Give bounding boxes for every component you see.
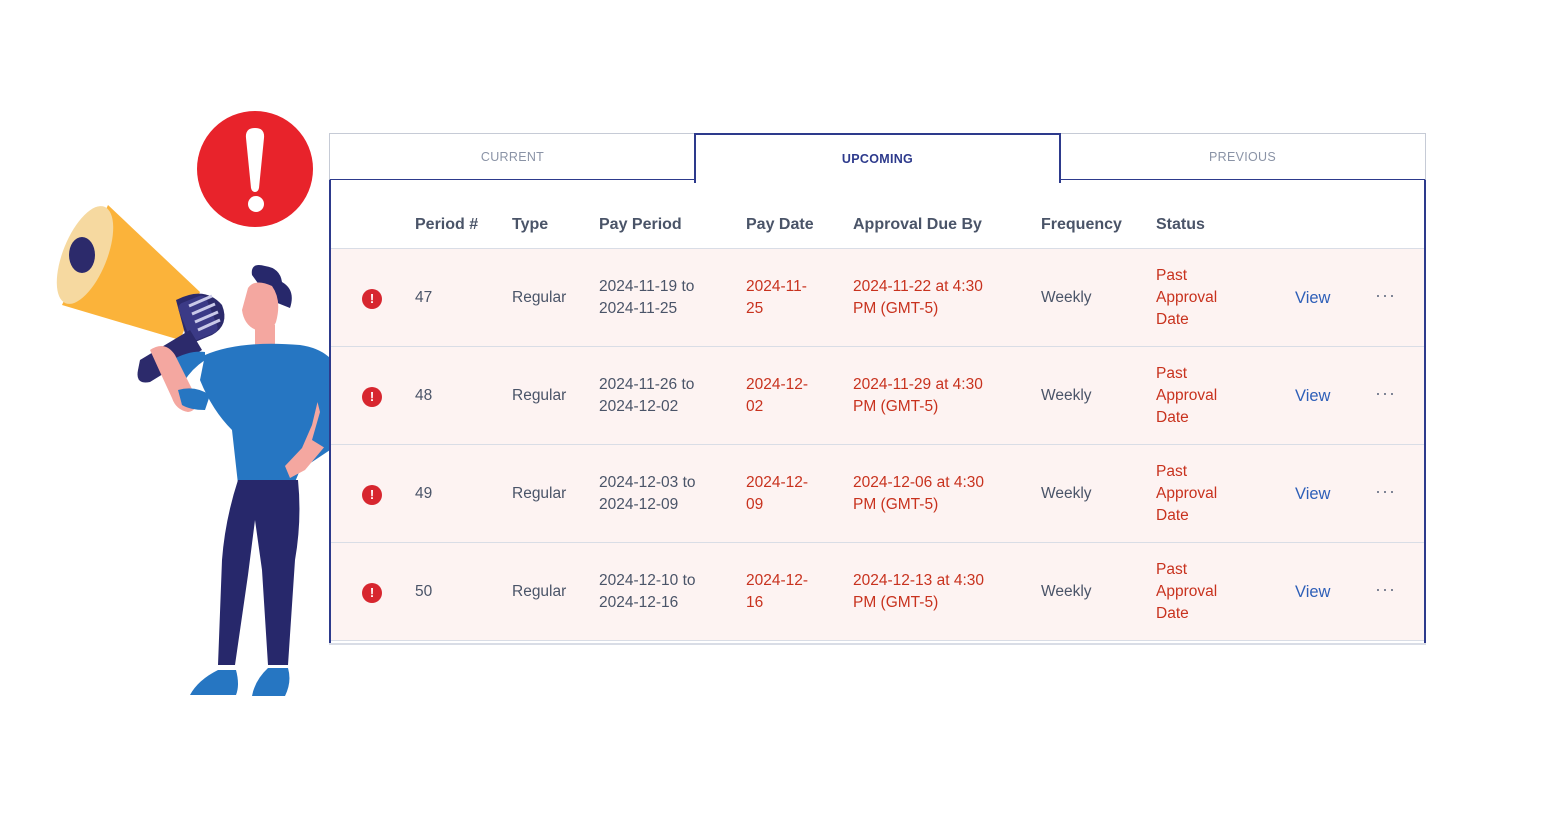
approval-line2: PM (GMT-5) [853,398,939,415]
frequency: Weekly [1041,289,1092,306]
pay-period-end: 2024-11-25 [599,300,678,317]
pay-type: Regular [512,387,567,404]
approval-due-by: 2024-12-13 at 4:30 PM (GMT-5) [853,570,984,614]
pay-period-start: 2024-12-03 to [599,474,696,491]
pay-date: 2024-12- 09 [746,472,808,516]
approval-line1: 2024-11-29 at 4:30 [853,376,983,393]
status-line3: Date [1156,507,1189,524]
approval-due-by: 2024-12-06 at 4:30 PM (GMT-5) [853,472,984,516]
status-line3: Date [1156,311,1189,328]
pay-period-start: 2024-11-26 to [599,376,695,393]
frequency: Weekly [1041,583,1092,600]
alert-icon: ! [362,387,382,407]
megaphone-icon [56,205,225,383]
status-line2: Approval [1156,289,1218,306]
status-line2: Approval [1156,387,1218,404]
pay-date-line2: 02 [746,398,764,415]
header-pay-period[interactable]: Pay Period [599,216,682,233]
frequency: Weekly [1041,485,1092,502]
pay-period-start: 2024-12-10 to [599,572,696,589]
header-frequency[interactable]: Frequency [1041,216,1122,233]
view-link[interactable]: View [1295,485,1331,503]
pay-date-line1: 2024-12- [746,376,809,393]
pay-period-range: 2024-12-03 to 2024-12-09 [599,472,696,516]
more-options-icon[interactable]: ··· [1375,383,1396,403]
pay-type: Regular [512,583,567,600]
period-number: 50 [415,583,433,600]
approval-line1: 2024-12-06 at 4:30 [853,474,984,491]
status-line1: Past [1156,365,1188,382]
pay-period-range: 2024-11-19 to 2024-11-25 [599,276,694,320]
header-status[interactable]: Status [1156,216,1205,233]
status-line1: Past [1156,267,1188,284]
period-number: 47 [415,289,433,306]
pay-date-line1: 2024-12- [746,572,809,589]
period-tabs: CURRENT UPCOMING PREVIOUS [329,133,1426,183]
table-row: ! 47 Regular 2024-11-19 to 2024-11-25 20… [331,249,1424,347]
pay-period-end: 2024-12-16 [599,594,679,611]
status-line1: Past [1156,463,1188,480]
alert-icon: ! [362,289,382,309]
status-text: Past Approval Date [1156,265,1217,331]
approval-due-by: 2024-11-29 at 4:30 PM (GMT-5) [853,374,983,418]
header-pay-date[interactable]: Pay Date [746,216,814,233]
pay-period-range: 2024-11-26 to 2024-12-02 [599,374,694,418]
tab-current[interactable]: CURRENT [329,133,695,181]
pay-type: Regular [512,289,567,306]
status-text: Past Approval Date [1156,559,1217,625]
pay-date-line2: 25 [746,300,764,317]
frequency: Weekly [1041,387,1092,404]
period-number: 49 [415,485,433,502]
tab-previous[interactable]: PREVIOUS [1060,133,1426,181]
header-approval-due[interactable]: Approval Due By [853,216,982,233]
pay-date: 2024-12- 02 [746,374,808,418]
status-line3: Date [1156,605,1189,622]
period-number: 48 [415,387,433,404]
approval-line2: PM (GMT-5) [853,496,939,513]
megaphone-person-illustration [56,111,344,696]
more-options-icon[interactable]: ··· [1375,481,1396,501]
approval-due-by: 2024-11-22 at 4:30 PM (GMT-5) [853,276,983,320]
pay-period-end: 2024-12-09 [599,496,679,513]
pay-date-line2: 09 [746,496,764,513]
pay-type: Regular [512,485,567,502]
status-text: Past Approval Date [1156,363,1217,429]
more-options-icon[interactable]: ··· [1375,579,1396,599]
approval-line2: PM (GMT-5) [853,300,939,317]
tab-upcoming[interactable]: UPCOMING [694,133,1061,183]
exclamation-icon [197,111,313,227]
view-link[interactable]: View [1295,289,1331,307]
pay-date-line2: 16 [746,594,764,611]
approval-line1: 2024-11-22 at 4:30 [853,278,983,295]
table-row: ! 50 Regular 2024-12-10 to 2024-12-16 20… [331,543,1424,641]
status-line1: Past [1156,561,1188,578]
status-text: Past Approval Date [1156,461,1217,527]
pay-date: 2024-11- 25 [746,276,807,320]
alert-icon: ! [362,485,382,505]
pay-period-range: 2024-12-10 to 2024-12-16 [599,570,696,614]
pay-periods-table: Period # Type Pay Period Pay Date Approv… [329,180,1426,644]
header-type[interactable]: Type [512,216,549,233]
view-link[interactable]: View [1295,583,1331,601]
table-row: ! 48 Regular 2024-11-26 to 2024-12-02 20… [331,347,1424,445]
approval-line1: 2024-12-13 at 4:30 [853,572,984,589]
header-period[interactable]: Period # [415,216,479,233]
approval-line2: PM (GMT-5) [853,594,939,611]
pay-date: 2024-12- 16 [746,570,808,614]
status-line2: Approval [1156,485,1218,502]
person-figure [150,265,344,696]
pay-period-end: 2024-12-02 [599,398,679,415]
table-bottom-divider [329,643,1426,645]
pay-date-line1: 2024-12- [746,474,809,491]
alert-icon: ! [362,583,382,603]
status-line2: Approval [1156,583,1218,600]
status-line3: Date [1156,409,1189,426]
pay-date-line1: 2024-11- [746,278,807,295]
table-row: ! 49 Regular 2024-12-03 to 2024-12-09 20… [331,445,1424,543]
view-link[interactable]: View [1295,387,1331,405]
table-header: Period # Type Pay Period Pay Date Approv… [331,180,1424,249]
more-options-icon[interactable]: ··· [1375,285,1396,305]
pay-period-start: 2024-11-19 to [599,278,695,295]
